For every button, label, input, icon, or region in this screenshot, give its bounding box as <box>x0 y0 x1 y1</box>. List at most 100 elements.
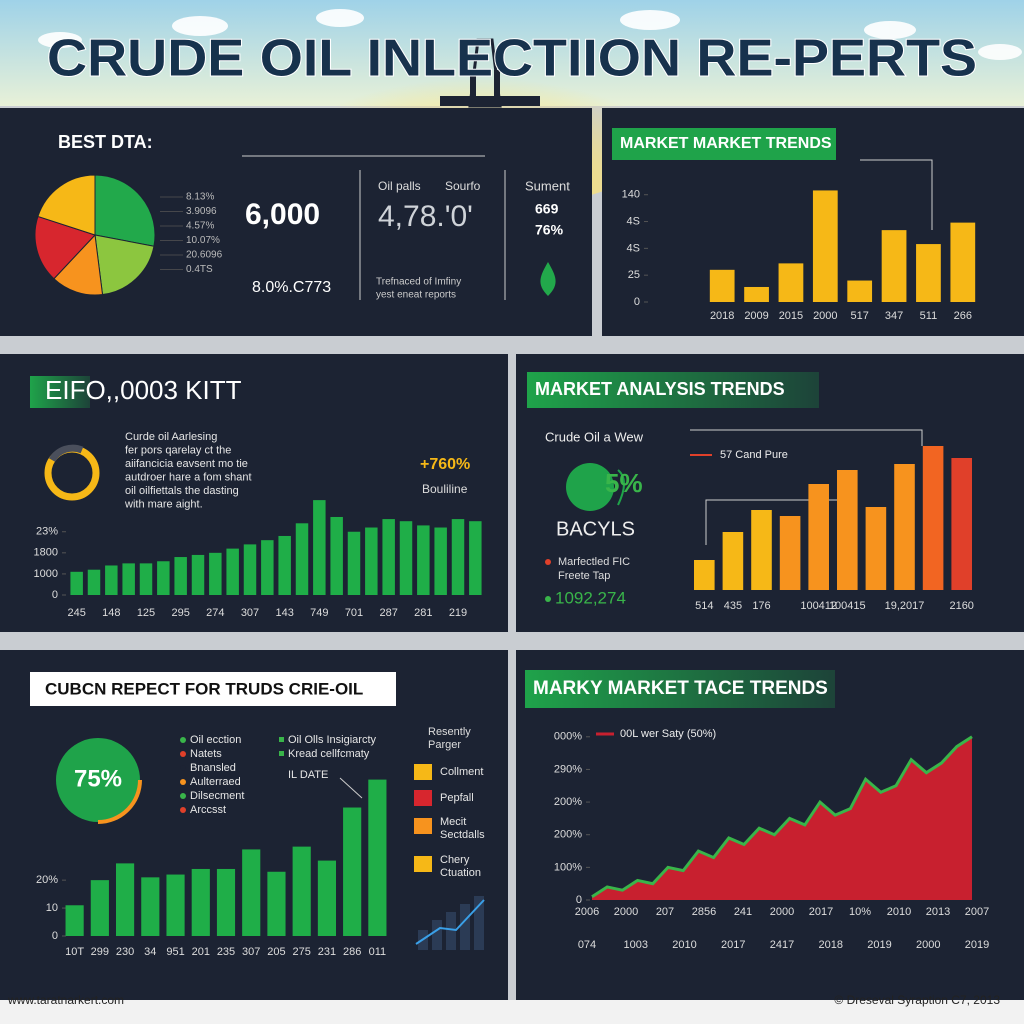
x-tick-label: 307 <box>241 607 259 619</box>
x-tick-label: 219 <box>449 607 467 619</box>
label: autdroer hare a fom shant <box>125 471 252 483</box>
y-tick-label: 200% <box>554 796 582 808</box>
bar <box>242 849 261 936</box>
annotation-line <box>690 429 923 446</box>
pie-label: 10.07% <box>186 235 220 246</box>
bar <box>87 569 101 595</box>
stat-ring <box>97 779 142 824</box>
bar <box>90 880 109 936</box>
x-tick-label: 2010 <box>672 939 696 951</box>
label: Dilsecment <box>190 790 244 802</box>
y-tick-label: 290% <box>554 763 582 775</box>
bar <box>191 554 205 595</box>
bullet <box>545 559 551 565</box>
bar <box>808 484 829 590</box>
x-tick-label: 2019 <box>867 939 891 951</box>
title-tab <box>525 670 835 708</box>
label: 5% <box>605 468 643 498</box>
bar <box>916 244 941 302</box>
label: BEST DTA: <box>58 132 153 152</box>
title-tab <box>527 372 819 408</box>
footer-text: www.taratnarkert.com <box>7 993 124 1007</box>
label: Marfectled FIC <box>558 556 630 568</box>
line <box>591 735 973 898</box>
bullet <box>180 807 186 813</box>
y-tick-label: 100% <box>554 861 582 873</box>
panel-title: MARKET MARKET TRENDS <box>620 135 832 152</box>
x-tick-label: 148 <box>102 607 120 619</box>
bar <box>115 863 135 936</box>
x-tick-label: 2018 <box>819 939 843 951</box>
bullet <box>180 737 186 743</box>
label: Resently <box>428 726 471 738</box>
x-tick-label: 241 <box>734 906 752 918</box>
bar <box>65 905 84 936</box>
x-tick-label: 100415 <box>829 600 866 612</box>
bar <box>226 548 239 595</box>
label: Trefnaced of Imfiny <box>376 277 461 288</box>
label: with mare aight. <box>124 498 203 510</box>
bar <box>881 230 907 302</box>
x-tick-label: 34 <box>144 946 156 958</box>
drop-icon <box>540 262 556 296</box>
y-tick-label: 0 <box>52 589 58 601</box>
x-tick-label: 10% <box>849 906 871 918</box>
bar <box>744 286 769 302</box>
x-tick-label: 286 <box>343 946 361 958</box>
bar <box>174 557 187 595</box>
bar <box>382 519 395 595</box>
y-tick-label: 23% <box>36 526 58 538</box>
label: Oil ecction <box>190 734 241 746</box>
bar <box>417 525 430 595</box>
bar <box>709 269 735 302</box>
bar <box>751 510 772 590</box>
x-tick-label: 205 <box>267 946 285 958</box>
area <box>592 736 972 900</box>
label: Aulterraed <box>190 776 241 788</box>
x-tick-label: 749 <box>310 607 328 619</box>
x-tick-label: 231 <box>318 946 336 958</box>
x-tick-label: 2000 <box>770 906 794 918</box>
label: Sourfo <box>445 179 481 193</box>
bar <box>317 860 337 936</box>
x-tick-label: 2417 <box>770 939 794 951</box>
label: 669 <box>535 201 559 217</box>
bar <box>434 527 447 595</box>
label: Natets <box>190 748 222 760</box>
bar <box>922 446 944 590</box>
y-tick-label: 4S <box>627 242 640 254</box>
x-tick-label: 201 <box>192 946 210 958</box>
bullet <box>180 779 186 785</box>
label: 57 Cand Pure <box>720 449 788 461</box>
x-tick-label: 100412 <box>800 600 837 612</box>
x-tick-label: 2015 <box>779 310 803 322</box>
x-tick-label: 266 <box>954 310 972 322</box>
bar <box>894 464 915 590</box>
x-tick-label: 951 <box>166 946 184 958</box>
pie-slice <box>94 174 156 247</box>
y-tick-label: 10 <box>46 902 58 914</box>
label: yest eneat reports <box>376 290 456 301</box>
label: Parger <box>428 739 461 751</box>
bar <box>166 874 185 936</box>
label: BACYLS <box>556 518 635 540</box>
x-tick-label: 2000 <box>916 939 940 951</box>
x-tick-label: 281 <box>414 607 432 619</box>
x-tick-label: 176 <box>752 600 770 612</box>
bar <box>950 222 976 302</box>
y-tick-label: 000% <box>554 731 582 743</box>
bar <box>865 507 887 590</box>
stat-value: 75% <box>74 765 122 792</box>
bar <box>278 535 291 595</box>
bar <box>368 779 387 936</box>
x-tick-label: 295 <box>171 607 189 619</box>
y-tick-label: 200% <box>554 829 582 841</box>
bar <box>295 523 309 595</box>
y-tick-label: 20% <box>36 874 58 886</box>
x-tick-label: 287 <box>379 607 397 619</box>
label: Kread cellfcmaty <box>288 748 370 760</box>
x-tick-label: 143 <box>275 607 293 619</box>
bar <box>209 552 222 595</box>
stat-circle <box>56 738 140 822</box>
x-tick-label: 1003 <box>624 939 648 951</box>
